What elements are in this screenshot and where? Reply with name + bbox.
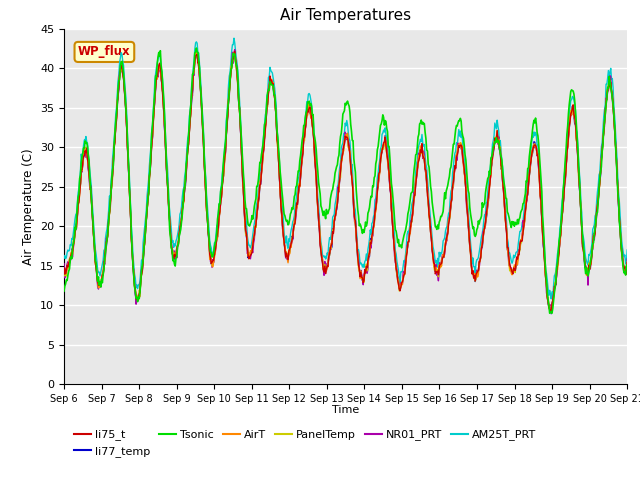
Y-axis label: Air Temperature (C): Air Temperature (C) bbox=[22, 148, 35, 264]
Legend: li75_t, li77_temp, Tsonic, AirT, PanelTemp, NR01_PRT, AM25T_PRT: li75_t, li77_temp, Tsonic, AirT, PanelTe… bbox=[70, 425, 541, 461]
Text: WP_flux: WP_flux bbox=[78, 46, 131, 59]
Title: Air Temperatures: Air Temperatures bbox=[280, 9, 411, 24]
X-axis label: Time: Time bbox=[332, 405, 359, 415]
